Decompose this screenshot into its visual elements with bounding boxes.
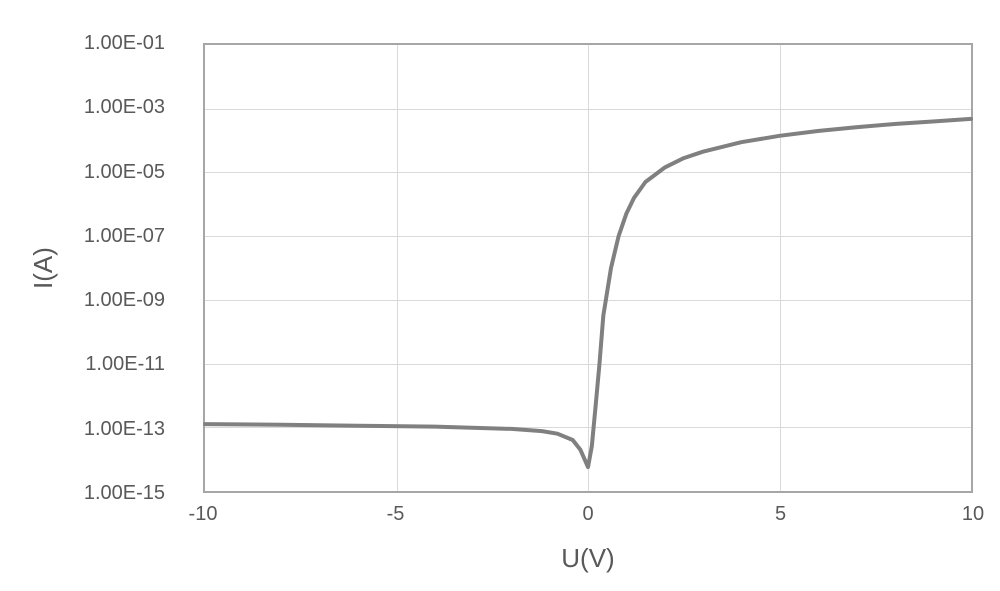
xtick-label: -10 [173, 503, 233, 526]
x-axis-label: U(V) [203, 543, 973, 574]
ytick-label: 1.00E-15 [55, 483, 165, 503]
plot-area [203, 43, 973, 493]
ytick-label: 1.00E-09 [55, 290, 165, 310]
ytick-label: 1.00E-13 [55, 419, 165, 439]
ytick-label: 1.00E-07 [55, 226, 165, 246]
iv-curve-chart: 1.00E-15 1.00E-13 1.00E-11 1.00E-09 1.00… [13, 13, 985, 575]
ytick-label: 1.00E-11 [55, 354, 165, 374]
xtick-label: 0 [558, 503, 618, 526]
ytick-label: 1.00E-05 [55, 162, 165, 182]
xtick-label: 10 [943, 503, 1000, 526]
xtick-label: 5 [751, 503, 811, 526]
iv-curve-series [205, 119, 971, 467]
xtick-label: -5 [366, 503, 426, 526]
page: 1.00E-15 1.00E-13 1.00E-11 1.00E-09 1.00… [0, 0, 1000, 591]
ytick-label: 1.00E-01 [55, 33, 165, 53]
series-layer [205, 45, 971, 491]
ytick-label: 1.00E-03 [55, 97, 165, 117]
